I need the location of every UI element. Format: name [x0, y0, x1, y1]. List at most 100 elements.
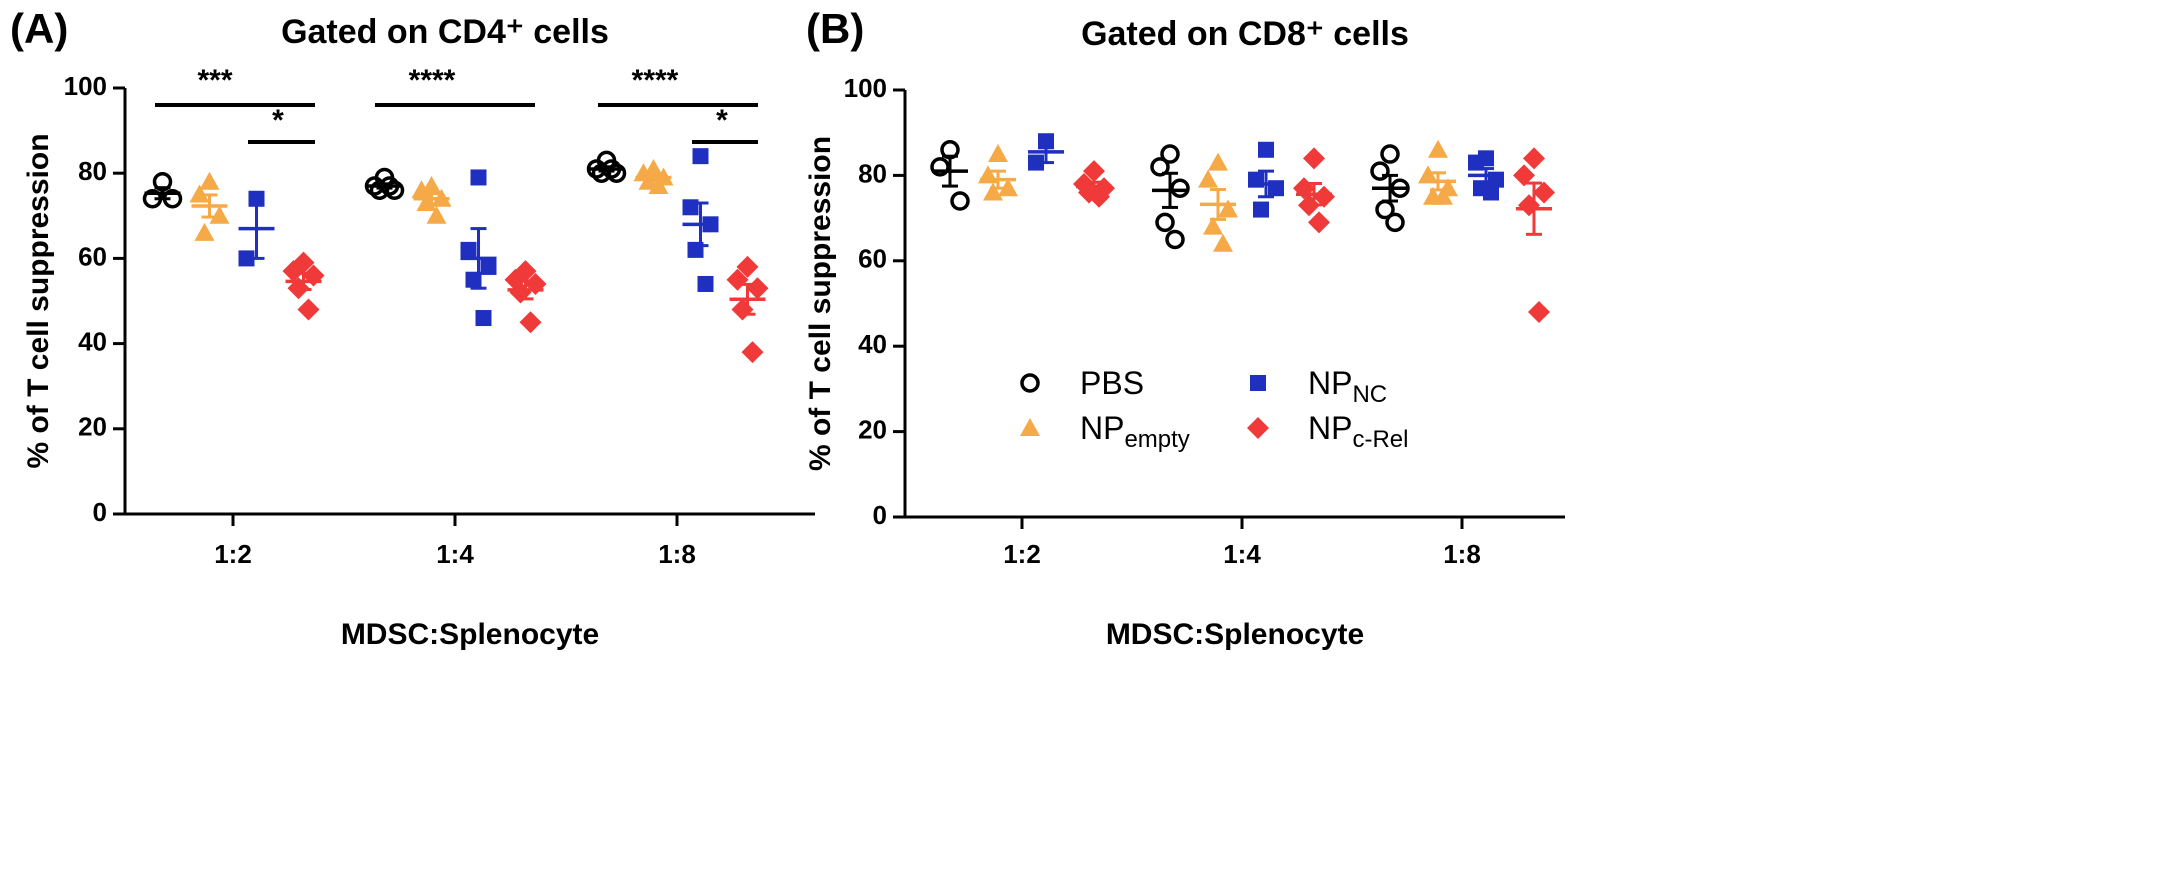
point [1150, 157, 1170, 177]
y-axis-label: % of T cell suppression [22, 133, 55, 468]
significance-label: **** [409, 64, 456, 97]
point [746, 277, 769, 300]
point [1528, 301, 1550, 324]
significance-label: *** [197, 64, 232, 97]
point [369, 180, 390, 200]
legend-name: NP [1308, 410, 1352, 446]
point [930, 157, 950, 177]
point [1308, 211, 1330, 234]
point [697, 275, 714, 292]
point [1218, 199, 1238, 218]
legend-marker [1020, 373, 1040, 393]
point [988, 144, 1008, 163]
point [1468, 154, 1484, 171]
point [591, 163, 612, 183]
legend-marker [1247, 417, 1269, 439]
point [470, 169, 487, 186]
point [950, 191, 970, 211]
y-tick-label: 0 [873, 500, 887, 530]
point [1518, 194, 1540, 217]
point [460, 241, 477, 258]
point [1303, 147, 1325, 170]
legend-name: PBS [1080, 365, 1144, 401]
point [741, 341, 764, 364]
legend-name: NP [1308, 365, 1352, 401]
point [1533, 181, 1555, 204]
y-tick-label: 60 [78, 241, 107, 271]
x-tick-label: 1:8 [1443, 539, 1481, 569]
point [983, 182, 1003, 201]
panel-label: (B) [806, 5, 864, 52]
legend-label: PBS [1080, 365, 1144, 401]
y-tick-label: 60 [858, 244, 887, 274]
legend-name: NP [1080, 410, 1124, 446]
point [1258, 141, 1274, 158]
legend-subscript: NC [1352, 381, 1387, 408]
point [1523, 147, 1545, 170]
point [692, 148, 709, 165]
panel-label: (A) [10, 5, 68, 52]
x-tick-label: 1:4 [436, 539, 474, 569]
y-tick-label: 80 [78, 156, 107, 186]
x-axis-label: MDSC:Splenocyte [341, 618, 599, 651]
point [1313, 185, 1335, 208]
x-tick-label: 1:8 [658, 539, 696, 569]
point [519, 311, 542, 334]
chart-title: Gated on CD4⁺ cells [281, 13, 609, 51]
point [194, 222, 215, 241]
point [1160, 144, 1180, 164]
point [1155, 212, 1175, 233]
significance-label: * [272, 104, 284, 137]
point [416, 193, 437, 212]
x-axis-label: MDSC:Splenocyte [1106, 618, 1364, 651]
y-tick-label: 100 [844, 73, 887, 103]
chart-title: Gated on CD8⁺ cells [1081, 15, 1409, 53]
legend-label: NPc-Rel [1308, 410, 1408, 453]
point [199, 171, 220, 190]
y-tick-label: 20 [858, 414, 887, 444]
point [1513, 164, 1535, 187]
y-tick-label: 80 [858, 158, 887, 188]
point [297, 298, 320, 321]
legend-label: NPNC [1308, 365, 1387, 408]
legend-subscript: c-Rel [1352, 426, 1408, 453]
y-tick-label: 0 [93, 497, 107, 527]
point [1385, 212, 1405, 233]
point [282, 260, 305, 283]
point [1028, 154, 1044, 171]
legend-label: NPempty [1080, 410, 1190, 453]
y-axis-label: % of T cell suppression [804, 136, 837, 471]
point [1208, 152, 1228, 171]
point [731, 298, 754, 321]
point [1483, 184, 1499, 201]
x-tick-label: 1:2 [214, 539, 252, 569]
point [998, 178, 1018, 197]
x-tick-label: 1:2 [1003, 539, 1041, 569]
point [189, 184, 210, 203]
point [1203, 216, 1223, 235]
point [1433, 186, 1453, 205]
y-tick-label: 40 [858, 329, 887, 359]
legend-subscript: empty [1124, 426, 1189, 453]
y-tick-label: 100 [64, 71, 107, 101]
significance-label: **** [632, 64, 679, 97]
point [480, 258, 497, 275]
significance-label: * [716, 104, 728, 137]
point [1418, 165, 1438, 184]
point [1370, 161, 1390, 181]
point [475, 310, 492, 327]
legend-marker [1020, 418, 1040, 436]
point [736, 255, 759, 278]
legend-marker [1250, 375, 1266, 391]
point [1083, 160, 1105, 183]
point [238, 250, 255, 267]
point [1170, 178, 1190, 198]
x-tick-label: 1:4 [1223, 539, 1261, 569]
y-tick-label: 20 [78, 412, 107, 442]
point [648, 175, 669, 194]
point [1428, 139, 1448, 158]
point [426, 205, 447, 224]
point [1380, 144, 1400, 164]
point [1198, 169, 1218, 188]
point [1253, 201, 1269, 218]
